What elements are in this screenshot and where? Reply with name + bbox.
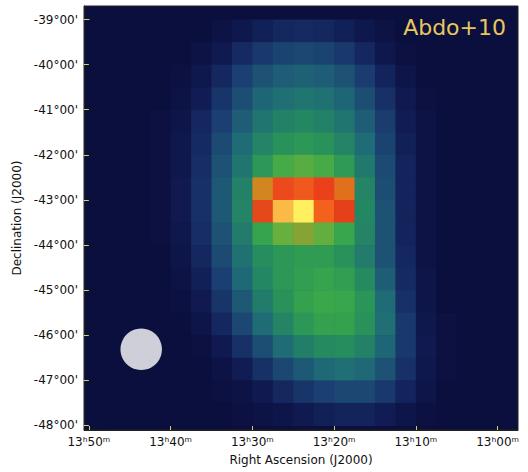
svg-text:-42°00': -42°00' <box>34 148 78 162</box>
svg-text:Right Ascension (J2000): Right Ascension (J2000) <box>229 453 372 467</box>
svg-text:-43°00': -43°00' <box>34 193 78 207</box>
svg-text:13ʰ10ᵐ: 13ʰ10ᵐ <box>394 435 437 449</box>
svg-text:-44°00': -44°00' <box>34 238 78 252</box>
svg-text:Declination (J2000): Declination (J2000) <box>10 160 24 275</box>
svg-text:13ʰ20ᵐ: 13ʰ20ᵐ <box>313 435 356 449</box>
svg-text:13ʰ50ᵐ: 13ʰ50ᵐ <box>67 435 110 449</box>
svg-text:-45°00': -45°00' <box>34 283 78 297</box>
svg-text:-46°00': -46°00' <box>34 328 78 342</box>
svg-text:-48°00': -48°00' <box>34 418 78 432</box>
svg-text:-41°00': -41°00' <box>34 103 78 117</box>
svg-text:-40°00': -40°00' <box>34 58 78 72</box>
svg-text:13ʰ30ᵐ: 13ʰ30ᵐ <box>231 435 274 449</box>
svg-text:-39°00': -39°00' <box>34 13 78 27</box>
svg-text:Abdo+10: Abdo+10 <box>403 15 506 40</box>
svg-text:13ʰ00ᵐ: 13ʰ00ᵐ <box>476 435 519 449</box>
svg-text:13ʰ40ᵐ: 13ʰ40ᵐ <box>149 435 192 449</box>
svg-text:-47°00': -47°00' <box>34 373 78 387</box>
